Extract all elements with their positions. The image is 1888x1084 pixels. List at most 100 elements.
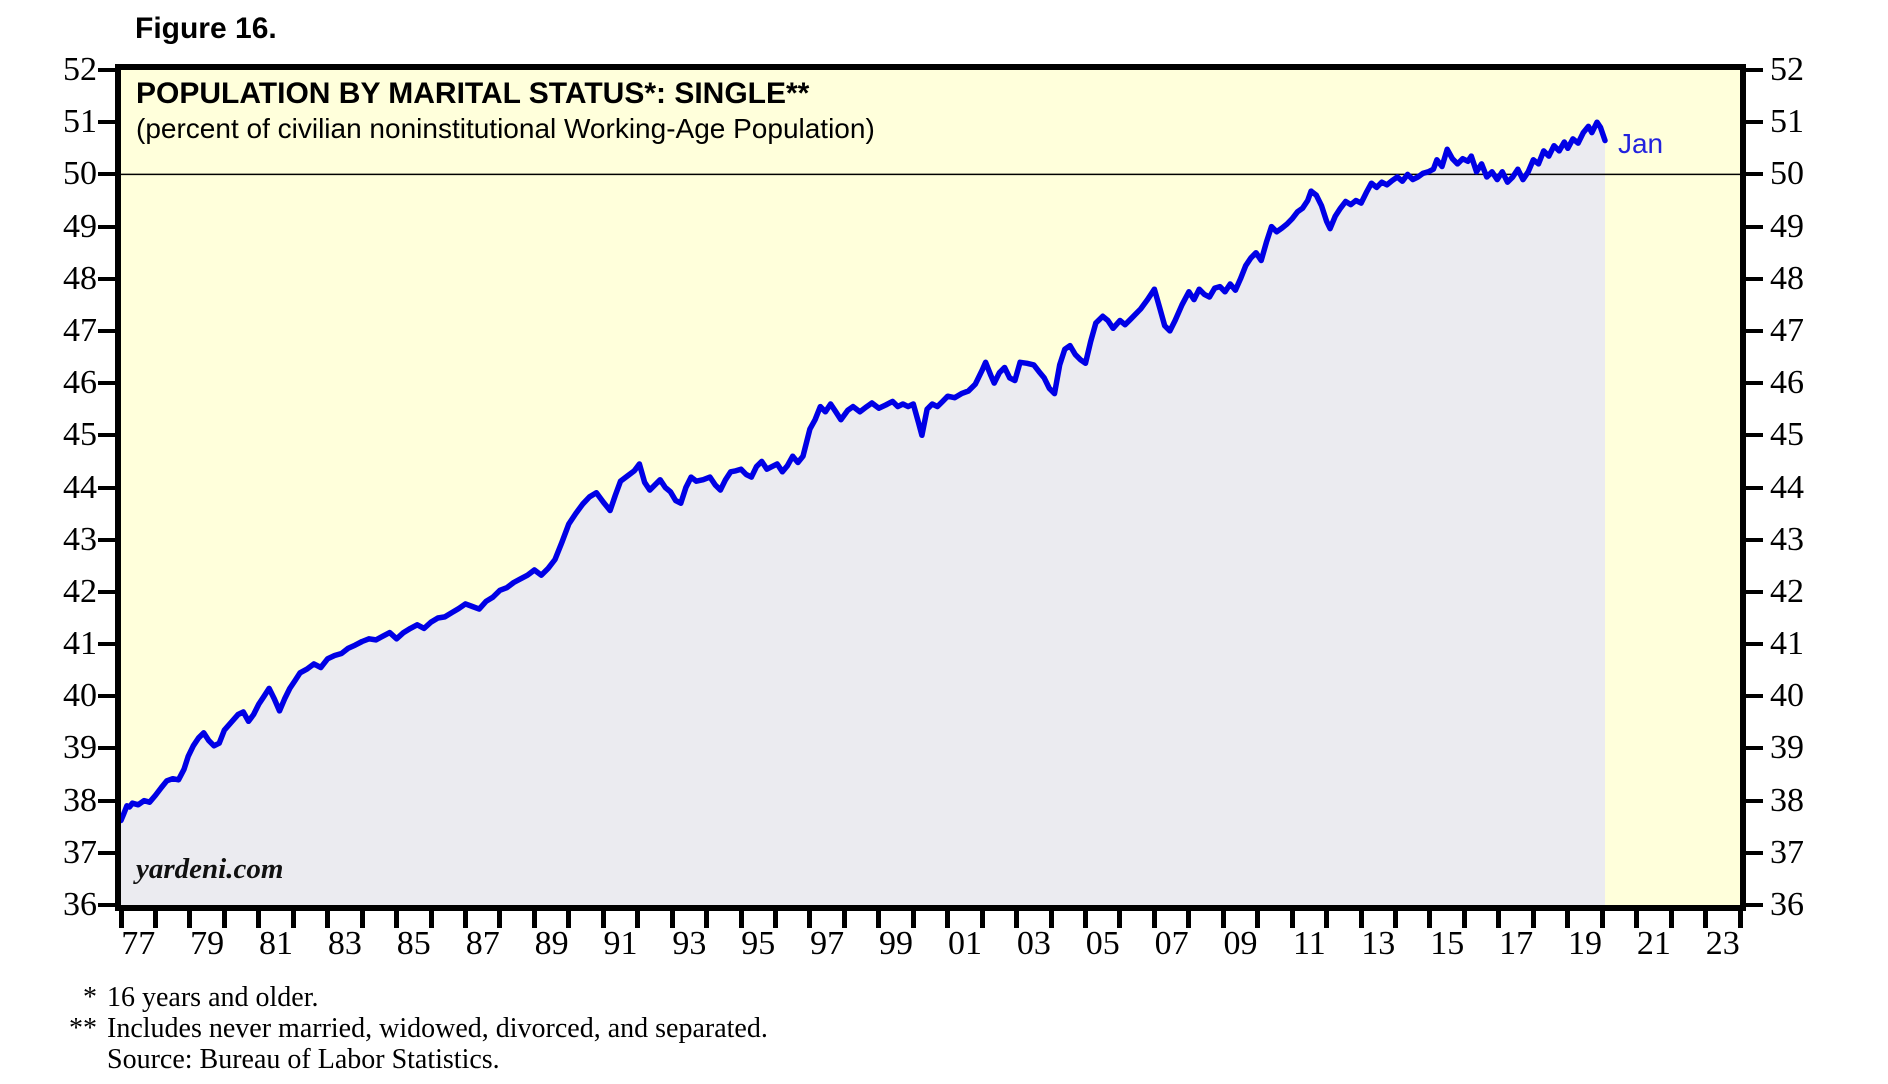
x-tick: [979, 911, 985, 928]
x-tick: [462, 911, 468, 928]
x-tick: [290, 911, 296, 928]
last-point-label: Jan: [1617, 128, 1664, 160]
x-tick: [187, 911, 193, 928]
x-tick: [669, 911, 675, 928]
y-axis-label-left: 40: [63, 677, 97, 715]
y-tick-right: [1746, 328, 1763, 333]
figure-label: Figure 16.: [135, 12, 277, 45]
y-tick-right: [1746, 589, 1763, 594]
y-tick-left: [98, 224, 115, 229]
x-tick: [704, 911, 710, 928]
y-axis-label-left: 44: [63, 468, 97, 506]
x-axis-label: 77: [121, 925, 156, 962]
y-tick-left: [98, 798, 115, 803]
y-tick-left: [98, 328, 115, 333]
watermark-yardeni: yardeni.com: [136, 853, 284, 885]
footnote-symbol: *: [83, 982, 97, 1013]
y-tick-right: [1746, 120, 1763, 125]
x-axis-label: 83: [327, 925, 362, 962]
y-tick-left: [98, 381, 115, 386]
y-tick-right: [1746, 485, 1763, 490]
y-axis-label-right: 48: [1770, 259, 1804, 297]
x-tick: [635, 911, 641, 928]
x-tick: [359, 911, 365, 928]
x-tick: [152, 911, 158, 928]
y-axis-label-right: 45: [1770, 416, 1804, 454]
y-tick-right: [1746, 798, 1763, 803]
x-axis-label: 87: [465, 925, 500, 962]
x-tick: [118, 911, 124, 928]
x-tick: [1358, 911, 1364, 928]
x-tick: [1255, 911, 1261, 928]
y-axis-label-right: 38: [1770, 781, 1804, 819]
y-axis-label-left: 39: [63, 729, 97, 767]
x-tick: [256, 911, 262, 928]
x-tick: [1151, 911, 1157, 928]
y-axis-label-right: 39: [1770, 729, 1804, 767]
y-tick-left: [98, 903, 115, 907]
x-axis-label: 17: [1499, 925, 1534, 962]
x-axis-label: 95: [741, 925, 776, 962]
y-tick-left: [98, 589, 115, 594]
x-tick: [1668, 911, 1674, 928]
y-tick-right: [1746, 746, 1763, 751]
chart-subtitle: (percent of civilian noninstitutional Wo…: [136, 113, 875, 144]
x-tick: [772, 911, 778, 928]
x-tick: [1393, 911, 1399, 928]
x-tick: [531, 911, 537, 928]
x-tick: [221, 911, 227, 928]
y-axis-label-right: 51: [1770, 103, 1804, 141]
y-axis-label-right: 37: [1770, 833, 1804, 871]
footnote-row: Source: Bureau of Labor Statistics.: [55, 1044, 768, 1075]
y-axis-label-left: 47: [63, 311, 97, 349]
x-axis-label: 11: [1293, 925, 1326, 962]
x-tick: [1083, 911, 1088, 928]
x-axis-label: 13: [1361, 925, 1396, 962]
y-axis-label-right: 40: [1770, 677, 1804, 715]
series-area-fill: [121, 122, 1605, 905]
footnote-text: 16 years and older.: [107, 982, 319, 1013]
chart-title: POPULATION BY MARITAL STATUS*: SINGLE**: [136, 77, 810, 110]
y-tick-right: [1746, 276, 1763, 281]
footnote-row: ** Includes never married, widowed, divor…: [55, 1013, 768, 1044]
y-tick-right: [1746, 381, 1763, 386]
y-axis-label-right: 46: [1770, 364, 1804, 402]
y-axis-label-right: 41: [1770, 625, 1804, 663]
y-axis-label-left: 41: [63, 625, 97, 663]
y-axis-label-left: 51: [63, 103, 97, 141]
x-tick: [497, 911, 503, 928]
x-tick: [910, 911, 916, 928]
x-tick: [1496, 911, 1502, 928]
y-tick-left: [98, 276, 115, 281]
x-tick: [1530, 911, 1536, 928]
x-tick: [1014, 911, 1020, 928]
series-line: [121, 119, 1608, 824]
y-axis-label-right: 44: [1770, 468, 1804, 506]
footnotes: * 16 years and older. ** Includes never mar…: [55, 982, 768, 1075]
y-tick-right: [1746, 172, 1763, 177]
x-axis-label: 99: [879, 925, 914, 962]
x-tick: [876, 911, 882, 928]
x-tick: [1289, 911, 1295, 928]
y-axis-label-left: 36: [63, 886, 97, 923]
x-axis-label: 01: [947, 925, 982, 962]
y-axis-label-right: 50: [1770, 155, 1804, 193]
x-axis-label: 19: [1567, 925, 1602, 962]
y-axis-label-right: 49: [1770, 207, 1804, 245]
y-axis-label-left: 42: [63, 572, 97, 610]
x-tick: [566, 911, 572, 928]
x-tick: [1703, 911, 1709, 928]
y-tick-right: [1746, 642, 1763, 647]
x-tick: [394, 911, 400, 928]
x-axis-label: 09: [1223, 925, 1258, 962]
y-axis-label-right: 42: [1770, 572, 1804, 610]
y-tick-right: [1746, 433, 1763, 438]
y-tick-right: [1746, 224, 1763, 229]
y-tick-left: [98, 433, 115, 438]
footnote-row: * 16 years and older.: [55, 982, 768, 1013]
y-tick-left: [98, 68, 115, 72]
y-tick-left: [98, 485, 115, 490]
x-axis-label: 07: [1154, 925, 1189, 962]
x-tick: [1220, 911, 1226, 928]
